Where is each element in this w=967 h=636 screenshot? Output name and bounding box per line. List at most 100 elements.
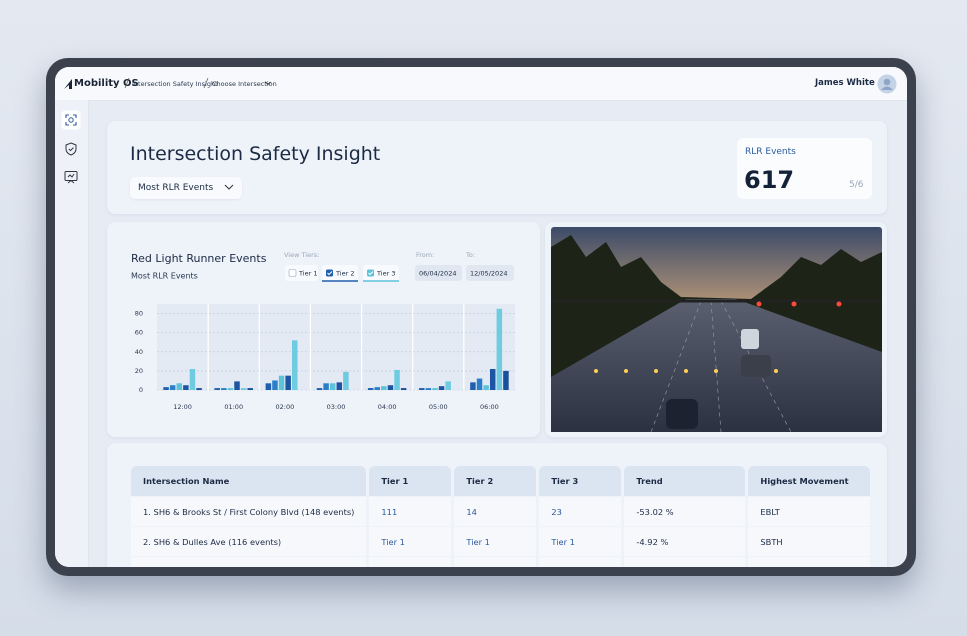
breadcrumb[interactable]: Intersection Safety Insight: [132, 80, 218, 88]
screen: Mobility OS Intersection Safety Insight …: [55, 67, 907, 567]
table-cell: 23: [539, 497, 622, 526]
x-tick-label: 12:00: [173, 403, 192, 411]
bar: [476, 378, 483, 390]
column-header[interactable]: Highest Movement: [748, 466, 871, 496]
page-title: Intersection Safety Insight: [130, 143, 381, 165]
x-tick-label: 06:00: [480, 403, 499, 411]
bar: [336, 382, 343, 390]
table-row: [131, 557, 871, 567]
y-tick-label: 20: [135, 367, 143, 375]
bar: [285, 375, 291, 390]
table-cell: 2. SH6 & Dulles Ave (116 events): [131, 527, 367, 556]
tier-chip[interactable]: Tier 3: [363, 265, 399, 282]
bar: [183, 385, 189, 390]
from-label: From:: [416, 251, 434, 259]
table-cell: -53.02 %: [624, 497, 746, 526]
date-field[interactable]: [466, 265, 514, 281]
board-icon[interactable]: [64, 170, 78, 184]
table-cell: 14: [454, 497, 537, 526]
bar: [265, 383, 272, 390]
chip-bg: [322, 265, 358, 281]
y-tick-label: 0: [139, 386, 143, 394]
tier-chip[interactable]: Tier 1: [285, 265, 318, 281]
bar: [438, 386, 445, 390]
checkbox: [288, 269, 297, 277]
y-tick-label: 60: [135, 329, 143, 337]
column-header[interactable]: Tier 2: [454, 466, 537, 496]
filter-label: View Tiers:: [284, 251, 319, 259]
bar: [163, 387, 169, 390]
chip-bg: [285, 265, 318, 281]
bar: [189, 368, 196, 390]
kpi-value: 617: [744, 166, 795, 194]
bar: [489, 368, 496, 390]
device-frame: Mobility OS Intersection Safety Insight …: [46, 58, 916, 576]
intersection-table: Intersection Name Tier 1 Tier 2 Tier 3 Trend…: [128, 465, 873, 567]
column-header[interactable]: Tier 3: [539, 466, 622, 496]
chart-title: Red Light Runner Events: [131, 252, 267, 265]
from-date: 06/04/2024: [419, 270, 456, 278]
y-tick-label: 40: [135, 348, 143, 356]
header-row: Intersection Name Tier 1 Tier 2 Tier 3 Trend…: [131, 466, 871, 496]
bar: [343, 371, 349, 390]
check-mark: [368, 271, 374, 276]
bar: [470, 382, 476, 390]
chart-card: Red Light Runner Events Most RLR Events Vi…: [107, 222, 540, 437]
bar: [272, 380, 278, 390]
table-card: Intersection Name Tier 1 Tier 2 Tier 3 Trend…: [107, 443, 887, 567]
table-cell: Tier 1: [539, 527, 622, 556]
bar: [323, 383, 329, 390]
top-nav: Mobility OS Intersection Safety Insight …: [55, 67, 907, 101]
table-row[interactable]: 1. SH6 & Brooks St / First Colony Blvd (…: [131, 497, 871, 526]
bar: [381, 386, 387, 390]
breadcrumb[interactable]: Choose Intersection: [212, 80, 277, 88]
bar: [227, 388, 234, 390]
checkbox: [326, 269, 333, 277]
table-cell: Tier 1: [369, 527, 452, 556]
bar: [432, 388, 438, 390]
bar: [247, 388, 253, 390]
x-tick-label: 01:00: [224, 403, 243, 411]
bar: [169, 385, 176, 390]
table-cell: [539, 557, 622, 567]
user-name[interactable]: James White: [815, 78, 875, 88]
table-cell: [369, 557, 452, 567]
bar: [176, 383, 183, 390]
shield-icon[interactable]: [64, 142, 78, 156]
camera-image[interactable]: [551, 227, 882, 432]
x-tick-label: 02:00: [275, 403, 294, 411]
dropdown-label: Most RLR Events: [138, 183, 214, 193]
bar: [374, 387, 380, 390]
header-card: Intersection Safety Insight Most RLR Eve…: [107, 121, 887, 214]
bar: [419, 388, 425, 390]
check-mark: [327, 271, 333, 276]
y-tick-label: 80: [135, 310, 143, 318]
date-field[interactable]: [415, 265, 462, 281]
column-header[interactable]: Tier 1: [369, 466, 452, 496]
brand-logo: [64, 79, 72, 89]
chip-label: Tier 2: [335, 270, 354, 278]
table-cell: 111: [369, 497, 452, 526]
bar: [367, 388, 374, 390]
column-header[interactable]: Intersection Name: [131, 466, 367, 496]
table-cell: 1. SH6 & Brooks St / First Colony Blvd (…: [131, 497, 367, 526]
bar: [316, 388, 323, 390]
table-cell: Tier 1: [454, 527, 537, 556]
x-tick-label: 04:00: [378, 403, 397, 411]
checkbox: [367, 269, 374, 277]
bar: [483, 385, 489, 390]
column-header[interactable]: Trend: [624, 466, 746, 496]
table-cell: EBLT: [748, 497, 871, 526]
scan-icon[interactable]: [61, 110, 81, 130]
brand[interactable]: Mobility OS: [74, 78, 139, 89]
table-cell: -4.92 %: [624, 527, 746, 556]
to-date: 12/05/2024: [470, 270, 507, 278]
x-tick-label: 03:00: [327, 403, 346, 411]
kpi-label: RLR Events: [745, 147, 796, 157]
tier-chip[interactable]: Tier 2: [322, 265, 358, 282]
bar: [400, 388, 407, 390]
dropdown[interactable]: Most RLR Events: [130, 177, 243, 199]
table-row[interactable]: 2. SH6 & Dulles Ave (116 events) Tier 1 Ti…: [131, 527, 871, 556]
avatar[interactable]: [877, 74, 897, 94]
